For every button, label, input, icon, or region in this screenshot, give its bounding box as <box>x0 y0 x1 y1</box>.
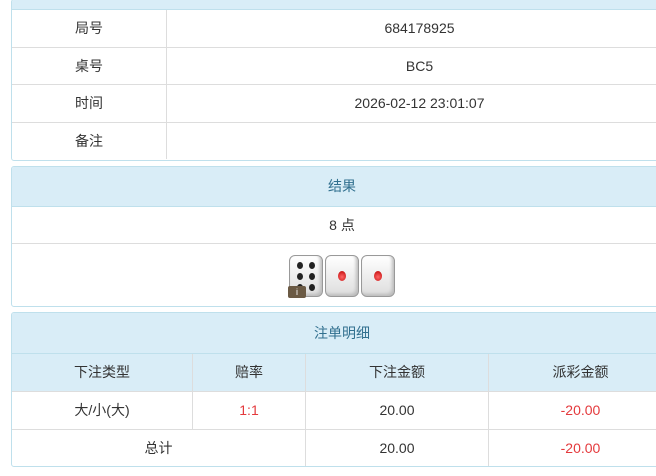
value-time: 2026-02-12 23:01:07 <box>166 83 656 122</box>
dice-row: i <box>12 244 656 298</box>
value-table: BC5 <box>166 46 656 84</box>
die-one <box>361 255 395 297</box>
panel-header <box>12 0 656 10</box>
bet-details-title: 注单明细 <box>12 313 656 354</box>
result-title: 结果 <box>12 167 656 207</box>
amount: 20.00 <box>305 390 489 429</box>
label-table: 桌号 <box>12 46 167 84</box>
label-time: 时间 <box>12 83 167 122</box>
value-round: 684178925 <box>166 10 656 47</box>
result-panel: 结果 8 点 i <box>11 166 656 307</box>
col-amount: 下注金额 <box>305 354 489 391</box>
col-payout: 派彩金额 <box>488 354 656 391</box>
total-label: 总计 <box>12 428 306 466</box>
info-icon[interactable]: i <box>288 286 306 298</box>
die-one <box>325 255 359 297</box>
result-points: 8 点 <box>12 207 656 244</box>
odds: 1:1 <box>192 390 306 429</box>
total-row: 总计 20.00 -20.00 <box>12 428 656 466</box>
label-round: 局号 <box>75 20 103 37</box>
table-row: 大/小(大) 1:1 20.00 -20.00 <box>12 390 656 429</box>
info-table: 局号 684178925 桌号 BC5 时间 2026-02-12 23:01:07 … <box>12 10 656 159</box>
bet-details-panel: 注单明细 下注类型 赔率 下注金额 派彩金额 大/小(大) 1:1 20.00 -20.00… <box>11 312 656 467</box>
payout: -20.00 <box>488 390 656 429</box>
total-amount: 20.00 <box>305 428 489 466</box>
label-remark: 备注 <box>12 121 167 159</box>
die-six: i <box>288 255 323 298</box>
value-remark <box>166 121 656 159</box>
round-info-panel: 局号 684178925 桌号 BC5 时间 2026-02-12 23:01:07 … <box>11 0 656 161</box>
bet-type: 大/小(大) <box>12 390 193 429</box>
col-odds: 赔率 <box>192 354 306 391</box>
col-bet-type: 下注类型 <box>12 354 193 391</box>
total-payout: -20.00 <box>488 428 656 466</box>
bet-table: 下注类型 赔率 下注金额 派彩金额 大/小(大) 1:1 20.00 -20.00 总计 20… <box>12 354 656 466</box>
